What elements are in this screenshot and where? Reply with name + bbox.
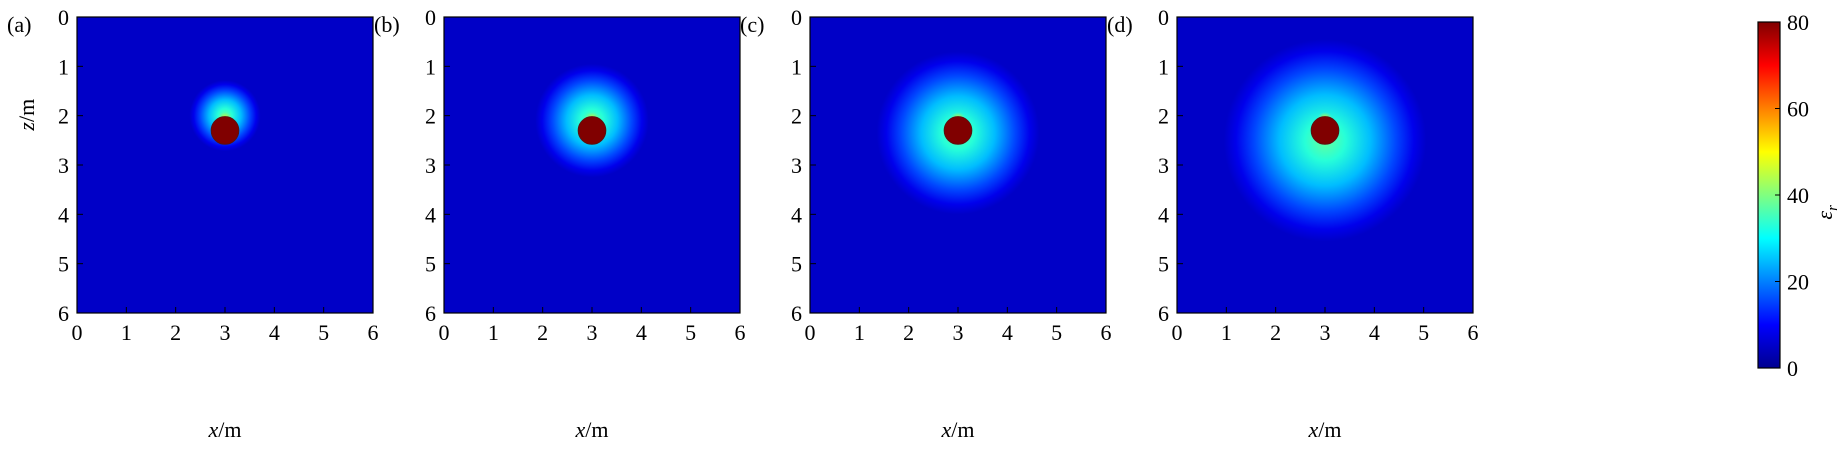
colorbar: 0 20 40 60 80 εr <box>1757 10 1841 381</box>
y-tick-label: 5 <box>791 252 802 277</box>
x-tick-label: 3 <box>220 320 231 345</box>
x-tick-label: 2 <box>170 320 181 345</box>
x-tick-label: 4 <box>1002 320 1013 345</box>
y-tick-label: 2 <box>791 104 802 129</box>
x-tick-label: 3 <box>587 320 598 345</box>
panel-label: (a) <box>7 12 31 37</box>
colorbar-tick-label: 20 <box>1787 270 1809 295</box>
y-tick-label: 2 <box>1158 104 1169 129</box>
y-tick-label: 0 <box>1158 5 1169 30</box>
anomaly-mark <box>1310 116 1340 145</box>
y-tick-label: 3 <box>425 153 436 178</box>
y-tick-label: 6 <box>425 301 436 326</box>
y-tick-label: 4 <box>58 202 69 227</box>
y-tick-label: 3 <box>1158 153 1169 178</box>
y-tick-label: 1 <box>425 54 436 79</box>
x-tick-label: 5 <box>685 320 696 345</box>
y-tick-label: 1 <box>1158 54 1169 79</box>
y-tick-label: 6 <box>1158 301 1169 326</box>
x-tick-label: 5 <box>1418 320 1429 345</box>
x-tick-label: 5 <box>1051 320 1062 345</box>
x-tick-label: 6 <box>368 320 379 345</box>
y-tick-label: 5 <box>58 252 69 277</box>
x-tick-label: 3 <box>1320 320 1331 345</box>
x-tick-label: 2 <box>903 320 914 345</box>
x-tick-label: 1 <box>1221 320 1232 345</box>
y-tick-label: 0 <box>791 5 802 30</box>
y-tick-label: 2 <box>425 104 436 129</box>
y-tick-label: 5 <box>1158 252 1169 277</box>
y-tick-label: 3 <box>791 153 802 178</box>
colorbar-tick-label: 40 <box>1787 183 1809 208</box>
anomaly-mark <box>577 116 607 145</box>
x-tick-label: 6 <box>1468 320 1479 345</box>
x-tick-label: 2 <box>537 320 548 345</box>
y-tick-label: 1 <box>58 54 69 79</box>
colorbar-tick-label: 0 <box>1787 356 1798 381</box>
x-tick-label: 5 <box>318 320 329 345</box>
colorbar-gradient <box>1758 22 1780 368</box>
x-tick-label: 4 <box>636 320 647 345</box>
x-tick-label: 4 <box>269 320 280 345</box>
y-tick-label: 1 <box>791 54 802 79</box>
x-tick-label: 1 <box>854 320 865 345</box>
y-tick-label: 4 <box>425 202 436 227</box>
x-tick-label: 1 <box>488 320 499 345</box>
x-tick-label: 6 <box>1101 320 1112 345</box>
x-tick-label: 4 <box>1369 320 1380 345</box>
y-axis-label: z/m <box>14 99 39 132</box>
y-tick-label: 4 <box>791 202 802 227</box>
x-axis-label: x/m <box>941 417 975 442</box>
y-tick-label: 6 <box>791 301 802 326</box>
anomaly-mark <box>210 116 240 145</box>
x-tick-label: 3 <box>953 320 964 345</box>
x-tick-label: 2 <box>1270 320 1281 345</box>
colorbar-tick-label: 60 <box>1787 97 1809 122</box>
y-tick-label: 4 <box>1158 202 1169 227</box>
anomaly-mark <box>943 116 973 145</box>
panel-label: (b) <box>374 12 400 37</box>
x-tick-label: 1 <box>121 320 132 345</box>
x-tick-label: 0 <box>439 320 450 345</box>
x-axis-label: x/m <box>1308 417 1342 442</box>
y-tick-label: 3 <box>58 153 69 178</box>
x-tick-label: 0 <box>1172 320 1183 345</box>
y-tick-label: 2 <box>58 104 69 129</box>
colorbar-tick-label: 80 <box>1787 10 1809 35</box>
x-tick-label: 6 <box>735 320 746 345</box>
colorbar-label: εr <box>1812 205 1841 220</box>
x-tick-label: 0 <box>805 320 816 345</box>
y-tick-label: 6 <box>58 301 69 326</box>
y-tick-label: 0 <box>58 5 69 30</box>
panel-label: (c) <box>740 12 764 37</box>
panel-label: (d) <box>1107 12 1133 37</box>
y-tick-label: 5 <box>425 252 436 277</box>
x-axis-label: x/m <box>575 417 609 442</box>
heatmap-background <box>77 17 373 313</box>
x-tick-label: 0 <box>72 320 83 345</box>
y-tick-label: 0 <box>425 5 436 30</box>
x-axis-label: x/m <box>208 417 242 442</box>
